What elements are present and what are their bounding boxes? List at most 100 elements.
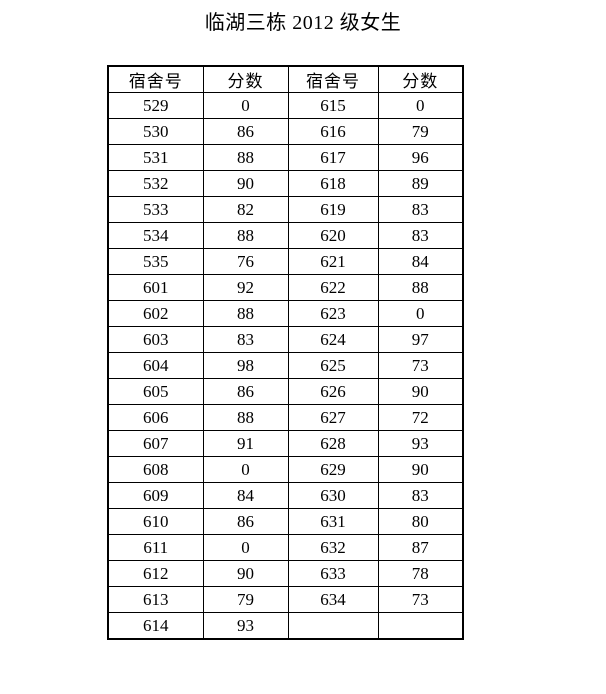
table-cell: 626 xyxy=(287,378,379,405)
table-cell: 602 xyxy=(107,300,204,327)
table-cell: 89 xyxy=(377,170,464,197)
table-cell: 529 xyxy=(107,92,204,119)
table-cell: 93 xyxy=(202,612,289,640)
table-cell: 90 xyxy=(202,170,289,197)
table-cell: 620 xyxy=(287,222,379,249)
table-row: 535 76 621 84 xyxy=(107,248,464,275)
table-cell: 628 xyxy=(287,430,379,457)
table-cell: 84 xyxy=(377,248,464,275)
table-cell: 611 xyxy=(107,534,204,561)
table-row: 613 79 634 73 xyxy=(107,586,464,613)
table-cell: 0 xyxy=(202,456,289,483)
table-cell: 88 xyxy=(377,274,464,301)
table-row: 532 90 618 89 xyxy=(107,170,464,197)
header-dorm-right: 宿舍号 xyxy=(287,65,379,93)
table-cell: 618 xyxy=(287,170,379,197)
table-cell: 609 xyxy=(107,482,204,509)
table-row: 614 93 xyxy=(107,612,464,640)
table-cell: 78 xyxy=(377,560,464,587)
table-cell: 603 xyxy=(107,326,204,353)
header-dorm-left: 宿舍号 xyxy=(107,65,204,93)
header-score-right: 分数 xyxy=(377,65,464,93)
table-cell: 0 xyxy=(377,92,464,119)
table-cell: 613 xyxy=(107,586,204,613)
table-cell: 533 xyxy=(107,196,204,223)
table-cell: 631 xyxy=(287,508,379,535)
table-cell: 82 xyxy=(202,196,289,223)
table-row: 608 0 629 90 xyxy=(107,456,464,483)
table-row: 605 86 626 90 xyxy=(107,378,464,405)
table-row: 612 90 633 78 xyxy=(107,560,464,587)
table-cell: 634 xyxy=(287,586,379,613)
table-row: 607 91 628 93 xyxy=(107,430,464,457)
table-cell: 0 xyxy=(377,300,464,327)
table-cell: 0 xyxy=(202,92,289,119)
table-cell: 73 xyxy=(377,352,464,379)
table-cell: 531 xyxy=(107,144,204,171)
table-cell: 612 xyxy=(107,560,204,587)
table-row: 606 88 627 72 xyxy=(107,404,464,431)
table-cell: 606 xyxy=(107,404,204,431)
table-cell: 619 xyxy=(287,196,379,223)
table-cell: 92 xyxy=(202,274,289,301)
table-cell: 83 xyxy=(377,222,464,249)
table-cell: 604 xyxy=(107,352,204,379)
header-score-left: 分数 xyxy=(202,65,289,93)
table-cell: 607 xyxy=(107,430,204,457)
table-cell: 630 xyxy=(287,482,379,509)
table-row: 611 0 632 87 xyxy=(107,534,464,561)
table-cell: 605 xyxy=(107,378,204,405)
table-cell: 530 xyxy=(107,118,204,145)
score-table: 宿舍号 分数 宿舍号 分数 529 0 615 0 530 86 616 79 531 88 617… xyxy=(107,65,464,640)
table-cell: 608 xyxy=(107,456,204,483)
table-row: 534 88 620 83 xyxy=(107,222,464,249)
table-cell: 90 xyxy=(202,560,289,587)
table-cell: 93 xyxy=(377,430,464,457)
table-cell: 610 xyxy=(107,508,204,535)
table-cell: 86 xyxy=(202,378,289,405)
table-cell: 84 xyxy=(202,482,289,509)
page-title: 临湖三栋 2012 级女生 xyxy=(204,12,402,34)
table-cell: 83 xyxy=(202,326,289,353)
table-cell xyxy=(287,612,379,640)
table-cell: 83 xyxy=(377,482,464,509)
table-cell: 622 xyxy=(287,274,379,301)
table-row: 530 86 616 79 xyxy=(107,118,464,145)
table-cell: 96 xyxy=(377,144,464,171)
table-cell: 632 xyxy=(287,534,379,561)
table-cell: 615 xyxy=(287,92,379,119)
table-cell: 87 xyxy=(377,534,464,561)
table-row: 529 0 615 0 xyxy=(107,92,464,119)
table-cell: 623 xyxy=(287,300,379,327)
table-row: 602 88 623 0 xyxy=(107,300,464,327)
table-row: 604 98 625 73 xyxy=(107,352,464,379)
table-cell: 627 xyxy=(287,404,379,431)
table-cell xyxy=(377,612,464,640)
table-cell: 88 xyxy=(202,222,289,249)
table-cell: 88 xyxy=(202,404,289,431)
table-cell: 616 xyxy=(287,118,379,145)
table-cell: 72 xyxy=(377,404,464,431)
table-cell: 0 xyxy=(202,534,289,561)
table-cell: 90 xyxy=(377,456,464,483)
table-cell: 76 xyxy=(202,248,289,275)
table-cell: 73 xyxy=(377,586,464,613)
table-body: 529 0 615 0 530 86 616 79 531 88 617 96 532 90 618 89 53… xyxy=(107,92,464,640)
table-row: 603 83 624 97 xyxy=(107,326,464,353)
table-cell: 534 xyxy=(107,222,204,249)
table-cell: 80 xyxy=(377,508,464,535)
table-cell: 86 xyxy=(202,508,289,535)
table-cell: 624 xyxy=(287,326,379,353)
table-cell: 97 xyxy=(377,326,464,353)
table-cell: 83 xyxy=(377,196,464,223)
table-row: 610 86 631 80 xyxy=(107,508,464,535)
table-row: 533 82 619 83 xyxy=(107,196,464,223)
table-cell: 633 xyxy=(287,560,379,587)
table-cell: 88 xyxy=(202,300,289,327)
table-cell: 629 xyxy=(287,456,379,483)
table-cell: 535 xyxy=(107,248,204,275)
table-cell: 91 xyxy=(202,430,289,457)
table-cell: 532 xyxy=(107,170,204,197)
table-cell: 79 xyxy=(377,118,464,145)
table-cell: 621 xyxy=(287,248,379,275)
